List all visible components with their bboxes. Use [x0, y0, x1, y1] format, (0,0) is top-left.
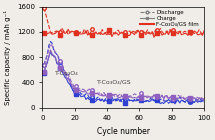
Text: T-Co₃O₄/GS: T-Co₃O₄/GS [97, 80, 132, 85]
Legend: Discharge, Charge, F-Co₃O₄/GS film: Discharge, Charge, F-Co₃O₄/GS film [138, 7, 201, 29]
Y-axis label: Specific capacity / mAh g⁻¹: Specific capacity / mAh g⁻¹ [4, 10, 11, 105]
X-axis label: Cycle number: Cycle number [97, 127, 150, 136]
Text: T-Co₃O₄: T-Co₃O₄ [55, 71, 79, 76]
